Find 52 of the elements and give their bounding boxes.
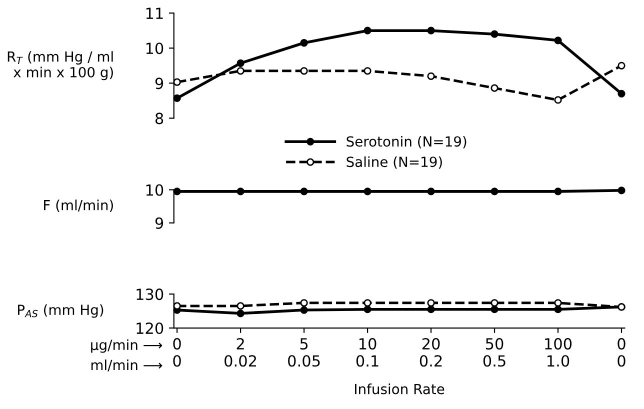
y-axis-title: F (ml/min) [44,200,113,212]
point [364,306,372,314]
point [300,306,308,314]
point [236,59,244,68]
y-tick-label: 9 [155,217,164,229]
point [236,67,244,75]
y-tick-label: 10 [146,42,164,54]
point [554,96,562,104]
y-tick-label: 130 [136,288,164,300]
point [300,299,308,307]
point [300,67,308,75]
x-tick-label: 5 0.05 [288,338,320,367]
point [554,299,562,307]
point [490,306,498,314]
point [490,30,498,38]
point [618,90,626,98]
x-tick-label: 0 0 [618,338,626,367]
y-axis-title: P$_{AS}$ (mm Hg) [18,304,104,318]
x-tick-label: 2 0.02 [224,338,256,367]
point [554,306,562,314]
point [490,299,498,307]
x-tick-label: 0 0 [173,338,181,367]
point [364,299,372,307]
point [364,67,372,75]
point [427,26,435,34]
x-tick-label: 20 0.2 [420,338,442,367]
y-tick-label: 9 [155,78,164,90]
y-tick-label: 11 [146,8,163,19]
y-tick-label: 8 [155,112,164,124]
point [236,302,244,310]
y-tick-label: 120 [136,322,164,334]
text: µg/min ⟶ [91,339,162,353]
point [490,84,498,92]
legend-label: Saline (N=19) [346,156,442,169]
point [427,72,435,80]
point [427,299,435,307]
y-axis-title: R$_{T}$ (mm Hg / ml x min x 100 g) [8,51,113,80]
text: ml/min ⟶ [91,359,162,372]
x-tick-label: 50 0.5 [483,338,506,367]
point [173,94,181,102]
x-tick-label: 10 0.1 [356,338,378,367]
point [554,36,562,44]
point [300,39,308,47]
y-tick-label: 10 [146,184,164,196]
point [364,26,372,34]
point [427,306,435,314]
legend-label: Serotonin (N=19) [346,136,466,148]
point [236,310,244,318]
point [618,62,626,70]
point [173,78,181,86]
x-tick-label: 100 1.0 [545,338,572,367]
x-axis-title: Infusion Rate [355,384,444,394]
